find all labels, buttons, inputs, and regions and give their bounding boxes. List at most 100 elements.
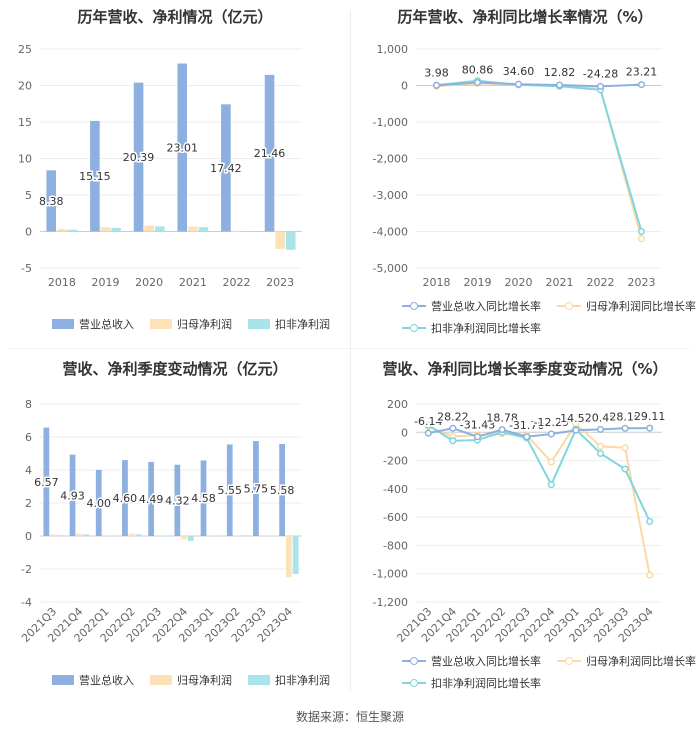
legend-revenue-growth[interactable]: 营业总收入同比增长率 (402, 653, 541, 669)
legend: 营业总收入同比增长率 归母净利润同比增长率 扣非净利润同比增长率 (402, 298, 700, 336)
data-label: 17.42 (210, 162, 242, 175)
legend-revenue[interactable]: 营业总收入 (52, 672, 134, 688)
data-label: 20.39 (123, 151, 155, 164)
bar (188, 226, 198, 232)
y-tick-label: -5 (21, 262, 32, 275)
series-line (428, 427, 650, 438)
quarterly-bar-chart: -4-2024682021Q32021Q42022Q12022Q22022Q32… (19, 398, 302, 645)
legend-parent-growth[interactable]: 归母净利润同比增长率 (557, 298, 696, 314)
bar (111, 227, 121, 232)
bar (69, 454, 76, 536)
y-tick-label: 4 (25, 464, 32, 477)
bar (83, 534, 89, 536)
bar (279, 443, 286, 536)
bar (233, 535, 240, 536)
data-label: 23.21 (626, 66, 658, 79)
y-tick-label: 25 (18, 43, 32, 56)
data-point (596, 82, 605, 90)
data-label: 12.82 (544, 66, 576, 79)
data-point (596, 449, 605, 458)
legend-parent-growth[interactable]: 归母净利润同比增长率 (557, 653, 696, 669)
data-label: 28.22 (437, 410, 469, 423)
x-tick-label: 2020 (505, 276, 533, 289)
data-point (646, 424, 654, 432)
bar (286, 536, 292, 578)
y-tick-label: 10 (18, 153, 32, 166)
x-tick-label: 2021 (546, 276, 574, 289)
series-line (436, 81, 642, 88)
data-point (555, 81, 564, 89)
legend-swatch (150, 675, 172, 685)
bar (148, 461, 155, 536)
legend: 营业总收入 归母净利润 扣非净利润 (52, 672, 330, 688)
bar (214, 535, 220, 537)
x-tick-label: 2019 (464, 276, 492, 289)
legend-swatch (402, 322, 426, 334)
bar (161, 535, 168, 537)
data-label: 4.49 (139, 493, 164, 506)
legend-parent-profit[interactable]: 归母净利润 (150, 316, 232, 332)
data-label: 23.01 (166, 142, 198, 155)
y-tick-label: 0 (25, 226, 32, 239)
bar (240, 535, 247, 537)
legend-swatch (557, 300, 581, 312)
data-point (432, 81, 441, 89)
y-tick-label: 8 (25, 398, 32, 411)
y-tick-label: 0 (401, 80, 408, 93)
bar (67, 229, 78, 232)
y-tick-label: -1,200 (373, 596, 408, 609)
y-tick-label: 0 (25, 530, 32, 543)
bar (174, 464, 181, 536)
bar (133, 82, 144, 232)
data-label: 20.45 (585, 411, 617, 424)
legend-nonrec-profit[interactable]: 扣非净利润 (248, 672, 330, 688)
y-tick-label: 1,000 (377, 43, 409, 56)
data-label: 4.32 (165, 494, 190, 507)
legend-swatch (402, 677, 426, 689)
bar (57, 228, 67, 232)
y-tick-label: -600 (383, 511, 408, 524)
x-tick-label: 2018 (423, 276, 451, 289)
legend-parent-profit[interactable]: 归母净利润 (150, 672, 232, 688)
legend-swatch (402, 655, 426, 667)
legend-nonrec-growth[interactable]: 扣非净利润同比增长率 (402, 675, 541, 691)
bar (90, 120, 100, 232)
data-label: 4.58 (191, 492, 216, 505)
data-point (473, 78, 482, 87)
legend-swatch (150, 319, 172, 329)
data-point (547, 430, 555, 438)
data-label: 5.55 (217, 484, 242, 497)
data-label: 4.93 (60, 489, 85, 502)
annual-line-chart: -5,000 -4,000 -3,000 -2,000 -1,000 0 1,000 2018… (373, 43, 662, 289)
legend-nonrec-profit[interactable]: 扣非净利润 (248, 316, 330, 332)
data-point (646, 571, 654, 579)
legend-swatch (248, 675, 270, 685)
data-point (514, 80, 523, 88)
bar (155, 535, 161, 536)
data-label: -12.29 (534, 416, 569, 429)
chart-title: 营收、净利同比增长率季度变动情况（%） (382, 360, 668, 378)
data-label: 15.15 (79, 170, 111, 183)
legend-revenue-growth[interactable]: 营业总收入同比增长率 (402, 298, 541, 314)
data-label: -31.43 (460, 419, 495, 432)
data-source: 数据来源：恒生聚源 (295, 710, 404, 724)
bar (144, 225, 154, 232)
legend-revenue[interactable]: 营业总收入 (52, 316, 134, 332)
quarterly-revenue-profit-panel: 营收、净利季度变动情况（亿元） -4 -2 0 2 4 6 8 2021Q3 2021Q4 202… (0, 352, 350, 697)
data-point (596, 442, 605, 450)
bar (226, 444, 233, 536)
y-tick-label: -2,000 (373, 153, 408, 166)
y-tick-label: -2 (21, 563, 32, 576)
data-point (621, 424, 629, 432)
bar (154, 226, 165, 232)
legend-nonrec-growth[interactable]: 扣非净利润同比增长率 (402, 320, 541, 336)
data-label: 21.46 (254, 147, 286, 160)
bar (135, 534, 142, 536)
bar (122, 460, 128, 536)
y-tick-label: -1,000 (373, 568, 408, 581)
y-tick-label: -5,000 (373, 262, 408, 275)
bar (198, 227, 209, 232)
bar (285, 231, 296, 250)
data-point (637, 235, 646, 243)
x-tick-label: 2023 (266, 276, 294, 289)
